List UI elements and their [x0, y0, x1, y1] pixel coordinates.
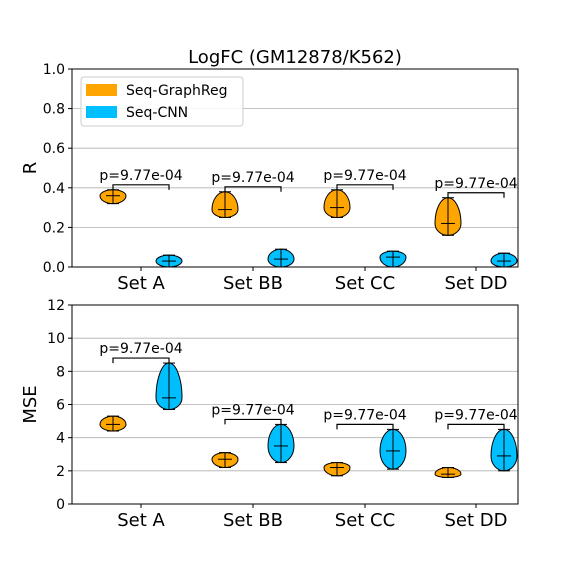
mse-panel: 0 2 4 6 8 10 12 MSE Set A Set BB Set CC Set DD p=9.7… — [20, 298, 519, 531]
y-tick-label: 0.8 — [43, 102, 65, 118]
y-tick-label: 0 — [56, 497, 65, 513]
y-tick-label: 1.0 — [43, 62, 65, 78]
significance-bracket — [224, 186, 282, 192]
y-tick-label: 12 — [47, 298, 65, 314]
significance-bracket — [112, 357, 170, 364]
significance-bracket — [336, 423, 394, 430]
y-tick-label: 0.2 — [43, 220, 65, 236]
legend-label: Seq-CNN — [126, 105, 188, 121]
legend-label: Seq-GraphReg — [126, 83, 228, 99]
legend: Seq-GraphReg Seq-CNN — [80, 76, 244, 127]
y-tick-label: 0.6 — [43, 141, 65, 157]
legend-box — [80, 76, 244, 127]
y-tick-label: 4 — [56, 431, 65, 447]
p-value-label: p=9.77e-04 — [323, 168, 406, 184]
significance-bracket — [336, 184, 394, 190]
x-tick-label: Set A — [117, 510, 165, 531]
x-tick-label: Set DD — [445, 273, 508, 294]
significance-bracket — [224, 418, 282, 425]
y-tick-label: 0.0 — [43, 260, 65, 276]
legend-swatch — [86, 106, 117, 118]
figure-title: LogFC (GM12878/K562) — [188, 47, 402, 68]
x-tick-label: Set BB — [223, 510, 283, 531]
p-value-label: p=9.77e-04 — [99, 341, 182, 357]
x-tick-label: Set A — [117, 273, 165, 294]
x-tick-label: Set BB — [223, 273, 283, 294]
x-tick-label: Set CC — [335, 510, 395, 531]
p-value-label: p=9.77e-04 — [434, 176, 517, 192]
p-value-label: p=9.77e-04 — [99, 168, 182, 184]
p-value-label: p=9.77e-04 — [323, 407, 406, 423]
axes-frame — [71, 304, 519, 505]
y-tick-label: 6 — [56, 398, 65, 414]
significance-bracket — [112, 184, 170, 190]
y-axis-label: MSE — [20, 385, 41, 423]
y-axis-label: R — [20, 162, 41, 175]
x-tick-label: Set DD — [445, 510, 508, 531]
p-value-label: p=9.77e-04 — [211, 402, 294, 418]
p-value-label: p=9.77e-04 — [211, 170, 294, 186]
significance-bracket — [447, 423, 505, 430]
r-panel: 0.0 0.2 0.4 0.6 0.8 1.0 R Set A Set BB Set CC Set … — [20, 62, 519, 294]
significance-bracket — [447, 192, 505, 198]
legend-swatch — [86, 84, 117, 96]
x-tick-label: Set CC — [335, 273, 395, 294]
y-tick-label: 0.4 — [43, 181, 65, 197]
y-tick-label: 2 — [56, 464, 65, 480]
axes-frame — [71, 68, 519, 268]
y-tick-label: 10 — [47, 331, 65, 347]
p-value-label: p=9.77e-04 — [434, 407, 517, 423]
y-tick-label: 8 — [56, 364, 65, 380]
